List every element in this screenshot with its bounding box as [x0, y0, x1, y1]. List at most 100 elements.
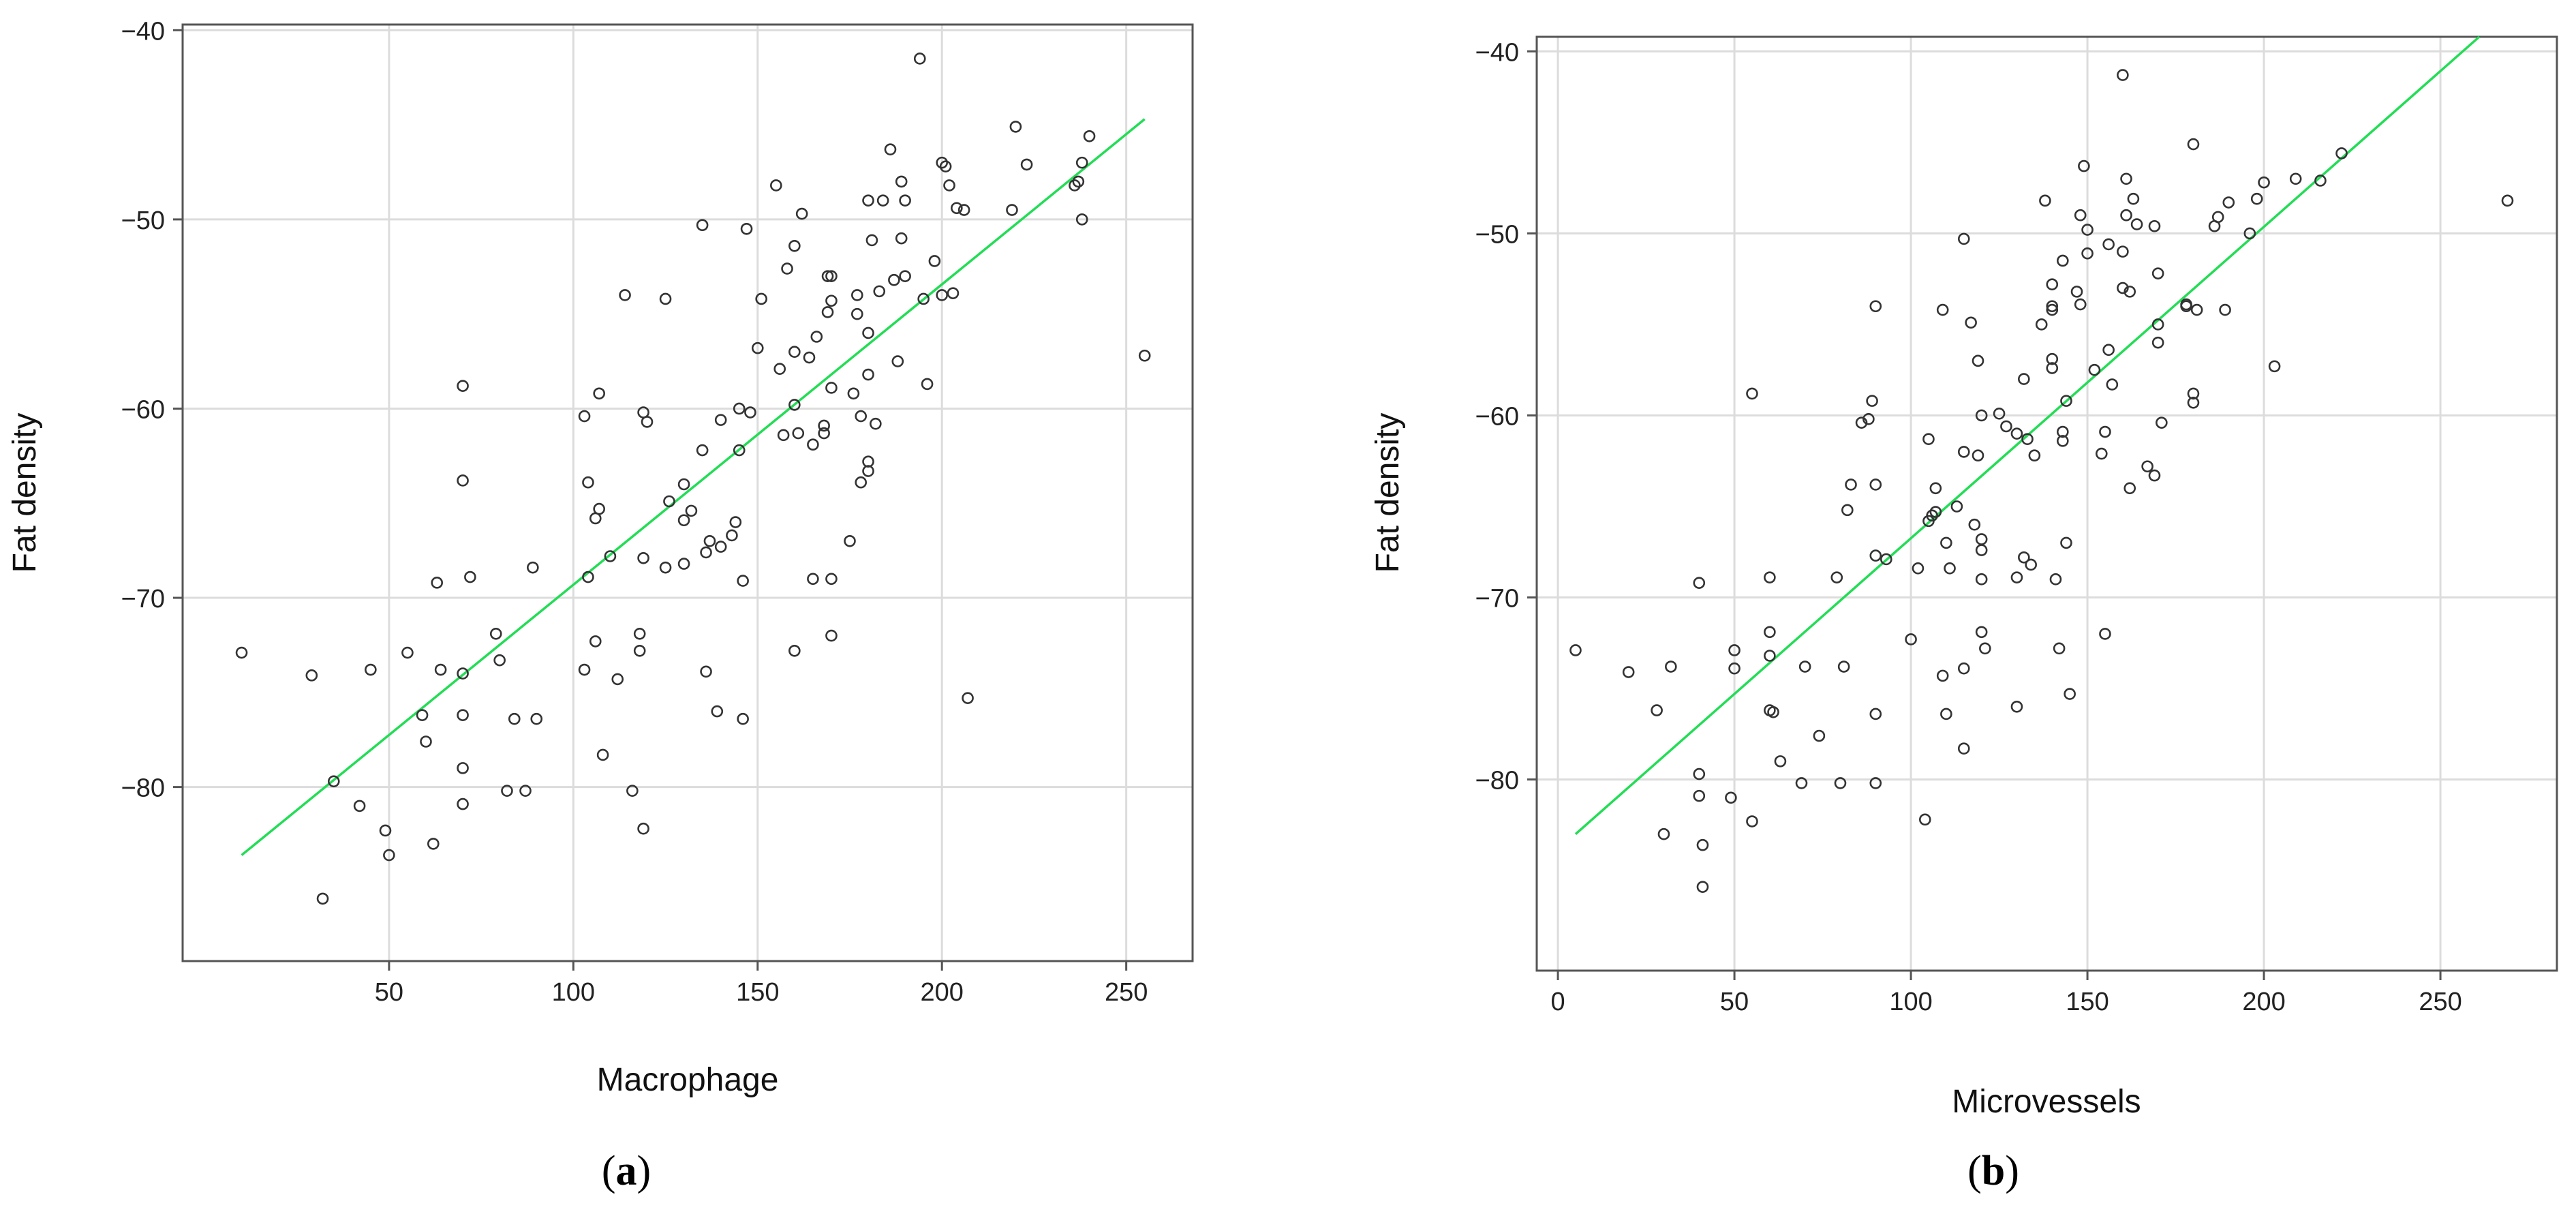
data-point-a — [884, 143, 897, 155]
data-point-b — [1569, 644, 1582, 656]
data-point-a — [659, 292, 672, 305]
x-tick-label-b: 200 — [2242, 988, 2285, 1016]
data-point-a — [936, 289, 949, 301]
data-point-a — [770, 179, 782, 192]
data-point-a — [1075, 213, 1088, 226]
data-point-b — [2053, 642, 2066, 655]
data-point-a — [457, 797, 469, 810]
data-point-b — [2081, 247, 2094, 260]
data-point-b — [1936, 669, 1949, 682]
data-point-b — [1950, 500, 1963, 513]
data-point-a — [733, 402, 746, 415]
data-point-b — [1834, 777, 1847, 789]
data-point-b — [2010, 700, 2023, 713]
data-point-a — [637, 822, 649, 835]
data-point-b — [1746, 387, 1758, 400]
data-point-a — [327, 775, 340, 788]
data-point-a — [626, 785, 639, 797]
data-point-a — [755, 292, 767, 305]
data-point-b — [2335, 147, 2348, 159]
data-point-b — [2021, 433, 2034, 445]
data-point-b — [2057, 425, 2069, 438]
data-point-b — [1866, 395, 1878, 407]
data-point-a — [855, 476, 868, 489]
x-tick-label-a: 200 — [921, 978, 964, 1007]
data-point-a — [862, 455, 874, 468]
data-point-a — [431, 577, 444, 589]
data-point-a — [825, 294, 838, 307]
data-point-a — [851, 307, 863, 320]
ticks-b: 0 50 100 150 200 250 −80 −70 −60 −50 −40 — [1475, 38, 2462, 1016]
data-point-a — [803, 351, 816, 364]
data-point-a — [235, 646, 248, 659]
data-point-a — [818, 419, 830, 432]
data-point-a — [917, 292, 930, 305]
data-point-a — [928, 255, 941, 267]
data-point-b — [1622, 666, 1635, 678]
data-point-b — [1869, 300, 1882, 313]
data-point-b — [2289, 172, 2302, 185]
data-point-b — [1880, 553, 1892, 566]
data-point-a — [379, 824, 392, 837]
data-point-a — [714, 541, 727, 553]
data-point-b — [2035, 318, 2048, 331]
data-point-b — [2074, 209, 2087, 222]
data-point-b — [1869, 478, 1882, 491]
data-point-b — [1929, 506, 1942, 518]
data-point-a — [1072, 175, 1085, 188]
data-point-b — [1767, 705, 1779, 718]
data-point-a — [1006, 204, 1018, 216]
data-point-b — [1940, 536, 1952, 549]
fit-line-a — [241, 118, 1146, 856]
data-point-a — [947, 287, 960, 299]
data-point-b — [1957, 232, 1970, 245]
data-point-b — [2057, 435, 2069, 447]
data-point-a — [633, 627, 646, 640]
data-point-b — [2250, 192, 2263, 205]
data-point-b — [1830, 571, 1843, 583]
data-point-a — [870, 417, 882, 430]
data-point-a — [464, 571, 476, 583]
data-point-b — [1936, 303, 1949, 316]
x-tick-label-a: 50 — [375, 978, 403, 1007]
data-point-b — [1869, 549, 1882, 562]
data-point-b — [1975, 626, 1988, 639]
data-point-a — [821, 306, 834, 318]
plot-frame-a — [181, 23, 1194, 962]
data-point-b — [2268, 360, 2281, 373]
data-point-b — [2187, 396, 2200, 409]
data-point-b — [1957, 446, 1970, 458]
data-point-b — [1975, 533, 1988, 545]
data-point-a — [862, 326, 874, 339]
data-point-a — [844, 534, 856, 547]
data-point-a — [855, 410, 868, 423]
data-point-b — [1957, 742, 1970, 755]
data-point-a — [619, 289, 631, 301]
grid-b — [1537, 37, 2557, 971]
data-point-a — [936, 156, 949, 169]
data-point-a — [305, 669, 318, 682]
data-point-a — [888, 273, 900, 286]
data-point-a — [865, 234, 878, 247]
data-point-a — [457, 474, 469, 487]
data-point-a — [1020, 158, 1033, 171]
y-tick-label-b: −60 — [1475, 402, 1519, 431]
data-point-b — [2106, 378, 2119, 391]
data-point-a — [744, 406, 756, 419]
data-point-a — [740, 222, 753, 235]
data-point-a — [862, 194, 874, 207]
data-point-b — [1855, 416, 1868, 429]
data-point-b — [2211, 211, 2224, 224]
data-point-b — [2018, 373, 2030, 385]
data-point-b — [1940, 708, 1952, 720]
data-point-b — [2148, 469, 2161, 482]
y-tick-label-b: −80 — [1475, 767, 1519, 795]
data-point-a — [788, 346, 801, 359]
data-point-b — [2187, 138, 2200, 151]
x-tick-label-b: 0 — [1551, 988, 1565, 1016]
data-point-a — [777, 429, 790, 442]
data-point-a — [641, 416, 654, 428]
data-point-a — [508, 712, 521, 725]
data-point-a — [821, 270, 834, 282]
